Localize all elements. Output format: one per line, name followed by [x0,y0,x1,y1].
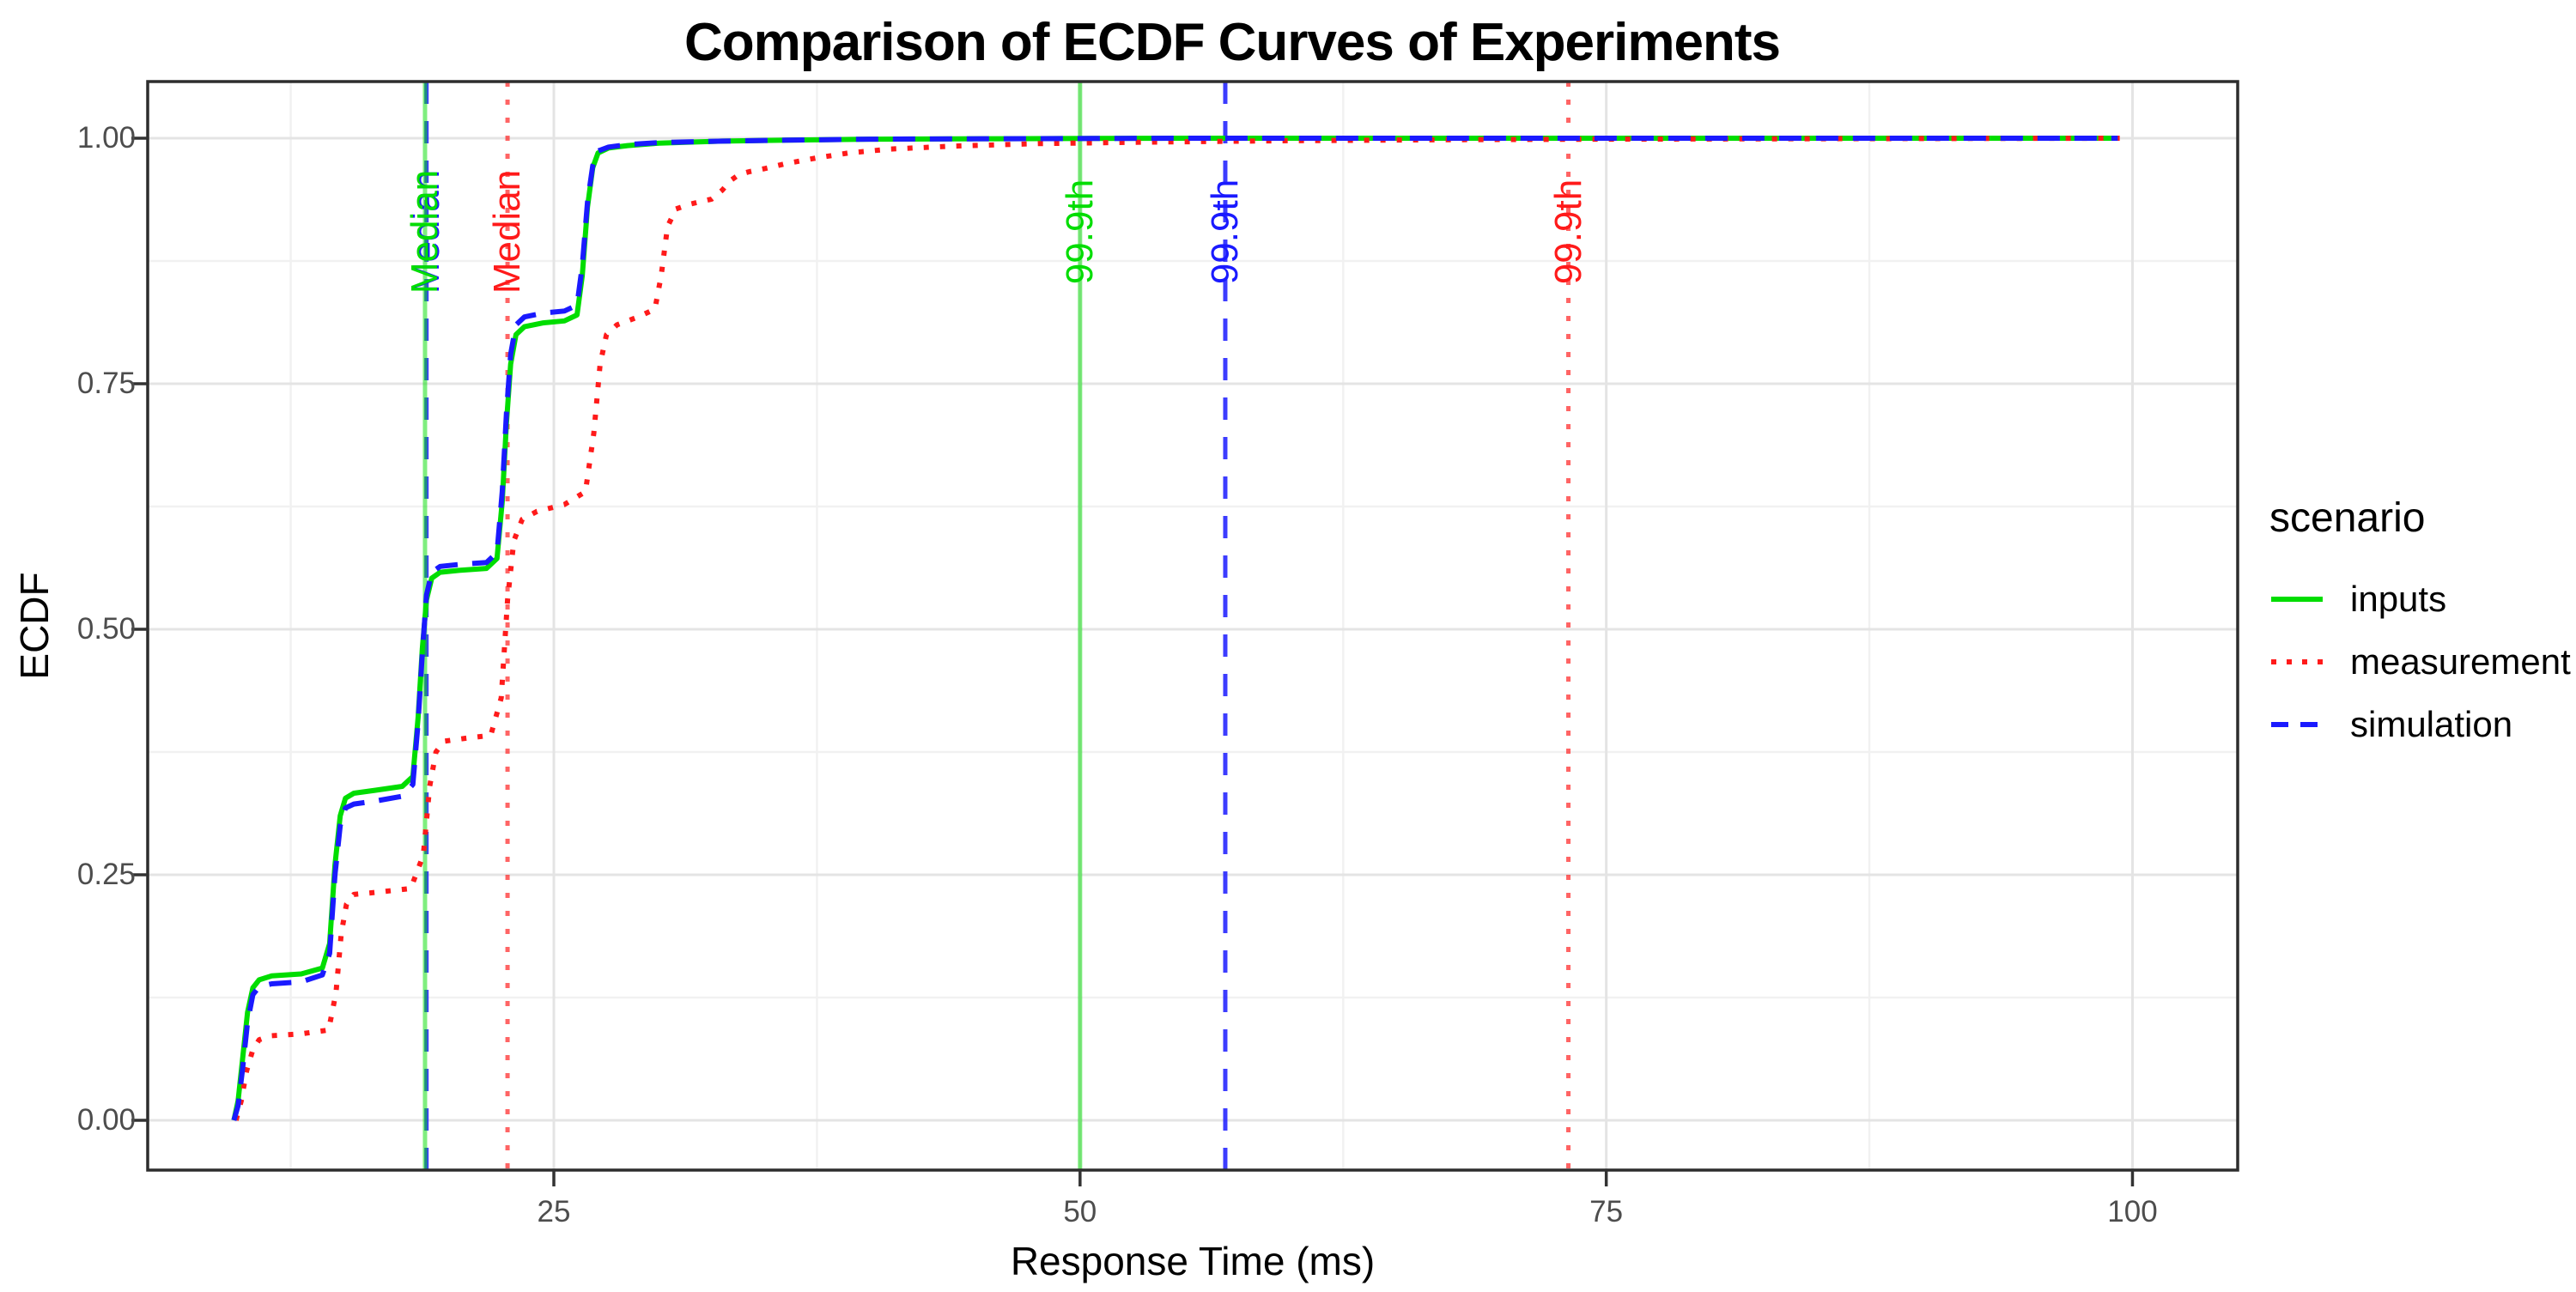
vline-label-measurement-median: Median [486,169,529,294]
legend-key-dashed-line [2271,721,2323,727]
y-tick-label: 0.00 [76,1103,136,1137]
legend-item-inputs: inputs [2269,567,2571,630]
curve-simulation [231,136,2118,1121]
legend-key-dotted-line [2271,658,2323,664]
legend-item-label: inputs [2350,578,2447,619]
vline-label-inputs-median: Median [403,169,446,294]
x-tick-label: 100 [2107,1195,2158,1228]
legend-item-simulation: simulation [2269,693,2571,755]
legend-item-label: measurement [2350,640,2571,682]
y-tick-label: 0.50 [76,612,136,646]
legend-item-measurement: measurement [2269,630,2571,693]
chart-title: Comparison of ECDF Curves of Experiments [683,13,1781,72]
legend-item-label: simulation [2350,703,2513,744]
legend-items: inputs measurement simulation [2269,567,2571,755]
x-tick-label: 75 [1589,1195,1624,1228]
curve-measurement [234,136,2123,1121]
y-tick-label: 0.25 [76,858,136,891]
y-axis-title: ECDF [12,572,57,680]
legend: scenario inputs measurement simulation [2269,494,2571,755]
vline-label-measurement-99.9th: 99.9th [1546,179,1589,284]
x-tick-label: 50 [1063,1195,1097,1228]
legend-title: scenario [2269,495,2426,541]
vline-label-inputs-99.9th: 99.9th [1058,179,1101,284]
panel-border [146,80,2239,1172]
x-tick-label: 25 [537,1195,571,1228]
y-tick-label: 1.00 [76,121,136,155]
vline-label-simulation-99.9th: 99.9th [1203,179,1246,284]
y-tick-label: 0.75 [76,367,136,400]
legend-key-solid-line [2271,596,2323,602]
x-axis-title: Response Time (ms) [1010,1239,1376,1283]
